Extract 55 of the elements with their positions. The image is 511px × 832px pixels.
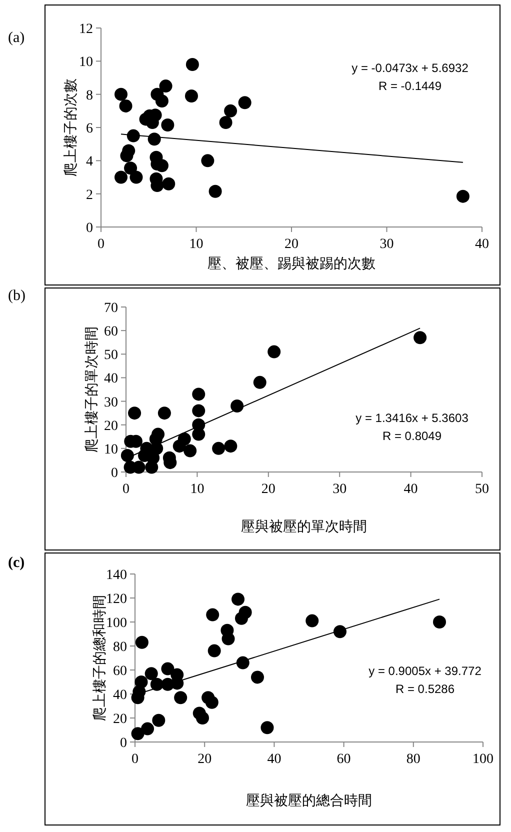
ytick: 10 [104, 442, 118, 458]
ytick: 10 [79, 55, 93, 70]
ytick: 80 [113, 640, 127, 655]
ytick: 40 [113, 688, 127, 703]
xtick: 50 [475, 482, 489, 497]
xlabel: 壓與被壓的總合時間 [246, 794, 372, 809]
title: (c) [8, 555, 25, 571]
ytick: 60 [104, 324, 118, 340]
ytick: 70 [104, 301, 118, 316]
ytick: 0 [111, 466, 118, 481]
xtick: 30 [332, 482, 347, 497]
annotation: R = 0.8049 [382, 429, 442, 443]
xlabel: 壓、被壓、踢與被踢的次數 [208, 257, 376, 272]
xtick: 40 [475, 237, 489, 252]
ytick: 30 [104, 395, 118, 410]
xtick: 0 [122, 482, 130, 497]
ytick: 0 [86, 221, 93, 236]
xlabel: 壓與被壓的單次時間 [241, 520, 367, 535]
xtick: 10 [190, 482, 204, 497]
ylabel: 爬上樓子的次數 [64, 78, 79, 176]
ytick: 120 [106, 592, 127, 607]
ytick: 20 [104, 418, 118, 434]
ytick: 60 [113, 664, 127, 679]
xtick: 100 [472, 752, 494, 767]
xtick: 10 [189, 237, 204, 252]
annotation: y = 1.3416x + 5.3603 [356, 411, 468, 425]
ytick: 8 [86, 88, 93, 104]
ytick: 50 [104, 348, 118, 364]
ytick: 40 [104, 372, 118, 387]
xtick: 20 [261, 482, 276, 497]
ytick: 20 [113, 712, 127, 727]
title: (a) [8, 30, 25, 46]
xtick: 80 [406, 752, 420, 767]
annotation: y = -0.0473x + 5.6932 [352, 61, 468, 75]
xtick: 20 [198, 752, 212, 767]
xtick: 60 [336, 752, 351, 767]
ytick: 0 [120, 736, 127, 751]
xtick: 40 [267, 752, 282, 767]
xtick: 0 [98, 237, 104, 252]
annotation: R = 0.5286 [395, 682, 455, 696]
xtick: 20 [284, 237, 298, 252]
ylabel: 爬上樓子的單次時間 [85, 326, 100, 452]
ytick: 2 [86, 188, 93, 203]
ytick: 6 [86, 122, 93, 136]
annotation: y = 0.9005x + 39.772 [368, 664, 482, 678]
title: (b) [8, 288, 26, 304]
annotation: R = -0.1449 [378, 79, 442, 93]
xtick: 0 [132, 752, 138, 767]
xtick: 30 [380, 237, 394, 252]
ytick: 140 [106, 568, 127, 583]
ytick: 100 [106, 616, 127, 631]
xtick: 40 [404, 482, 418, 497]
ylabel: 爬上樓子的總和時間 [93, 595, 108, 721]
ytick: 4 [86, 154, 93, 170]
ytick: 12 [79, 22, 93, 37]
